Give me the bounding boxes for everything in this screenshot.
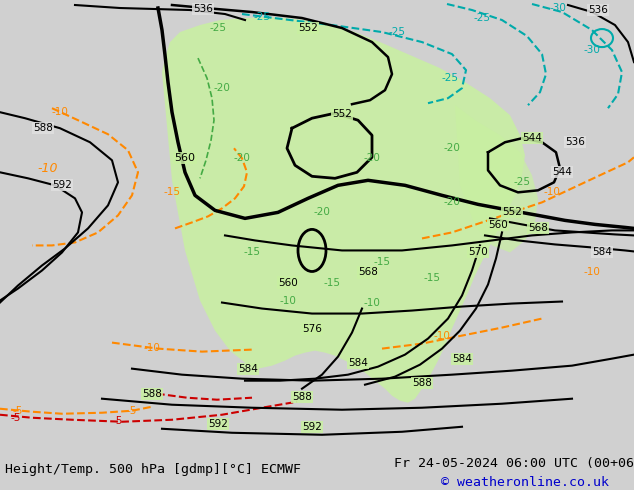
Text: -15: -15 xyxy=(424,273,441,284)
Text: -15: -15 xyxy=(373,257,391,268)
Text: 568: 568 xyxy=(528,223,548,233)
Text: © weatheronline.co.uk: © weatheronline.co.uk xyxy=(441,476,609,489)
Text: 592: 592 xyxy=(52,180,72,190)
Text: -5: -5 xyxy=(13,406,23,416)
Text: -10: -10 xyxy=(434,331,450,341)
Text: 570: 570 xyxy=(468,247,488,257)
Text: -15: -15 xyxy=(243,247,261,257)
Text: -20: -20 xyxy=(233,153,250,163)
Text: -10: -10 xyxy=(143,343,160,353)
Text: -10: -10 xyxy=(543,187,560,197)
Text: -30: -30 xyxy=(583,45,600,55)
Text: 552: 552 xyxy=(332,109,352,119)
Text: -15: -15 xyxy=(323,277,340,288)
Text: 588: 588 xyxy=(292,392,312,402)
Text: -25: -25 xyxy=(254,12,271,22)
Text: 536: 536 xyxy=(565,137,585,147)
Text: -10: -10 xyxy=(583,268,600,277)
Text: 588: 588 xyxy=(412,378,432,388)
Text: -20: -20 xyxy=(214,83,230,93)
Text: 584: 584 xyxy=(348,358,368,368)
Text: -10: -10 xyxy=(363,297,380,308)
Text: -10: -10 xyxy=(51,107,68,117)
Text: -30: -30 xyxy=(550,3,566,13)
Text: 544: 544 xyxy=(522,133,542,143)
Text: -5: -5 xyxy=(113,416,123,426)
Text: -20: -20 xyxy=(444,143,460,153)
Text: 584: 584 xyxy=(592,247,612,257)
Text: 560: 560 xyxy=(278,277,298,288)
Text: 544: 544 xyxy=(552,167,572,177)
Text: Fr 24-05-2024 06:00 UTC (00+06): Fr 24-05-2024 06:00 UTC (00+06) xyxy=(394,457,634,469)
Text: Height/Temp. 500 hPa [gdmp][°C] ECMWF: Height/Temp. 500 hPa [gdmp][°C] ECMWF xyxy=(5,463,301,476)
Polygon shape xyxy=(162,17,525,403)
Text: -5: -5 xyxy=(127,406,137,416)
Text: -25: -25 xyxy=(474,13,491,23)
Text: 560: 560 xyxy=(174,153,195,163)
Text: -10: -10 xyxy=(38,162,58,175)
Text: -10: -10 xyxy=(280,295,297,306)
Text: -25: -25 xyxy=(441,73,458,83)
Text: 568: 568 xyxy=(358,268,378,277)
Text: 584: 584 xyxy=(238,364,258,374)
Text: -25: -25 xyxy=(209,23,226,33)
Text: 588: 588 xyxy=(142,389,162,399)
Text: -20: -20 xyxy=(363,153,380,163)
Text: 536: 536 xyxy=(193,4,213,14)
Text: 576: 576 xyxy=(302,323,322,334)
Text: -15: -15 xyxy=(164,187,181,197)
Text: 552: 552 xyxy=(502,207,522,218)
Text: -25: -25 xyxy=(514,177,531,187)
Text: -20: -20 xyxy=(444,197,460,207)
Text: -25: -25 xyxy=(389,27,406,37)
Text: -5: -5 xyxy=(11,413,21,423)
Text: 592: 592 xyxy=(302,422,322,432)
Text: 592: 592 xyxy=(208,419,228,429)
Text: 588: 588 xyxy=(33,123,53,133)
Text: 536: 536 xyxy=(588,5,608,15)
Text: 560: 560 xyxy=(488,220,508,230)
Text: 552: 552 xyxy=(298,23,318,33)
Text: 584: 584 xyxy=(452,354,472,364)
Polygon shape xyxy=(455,105,538,252)
Text: -20: -20 xyxy=(314,207,330,218)
